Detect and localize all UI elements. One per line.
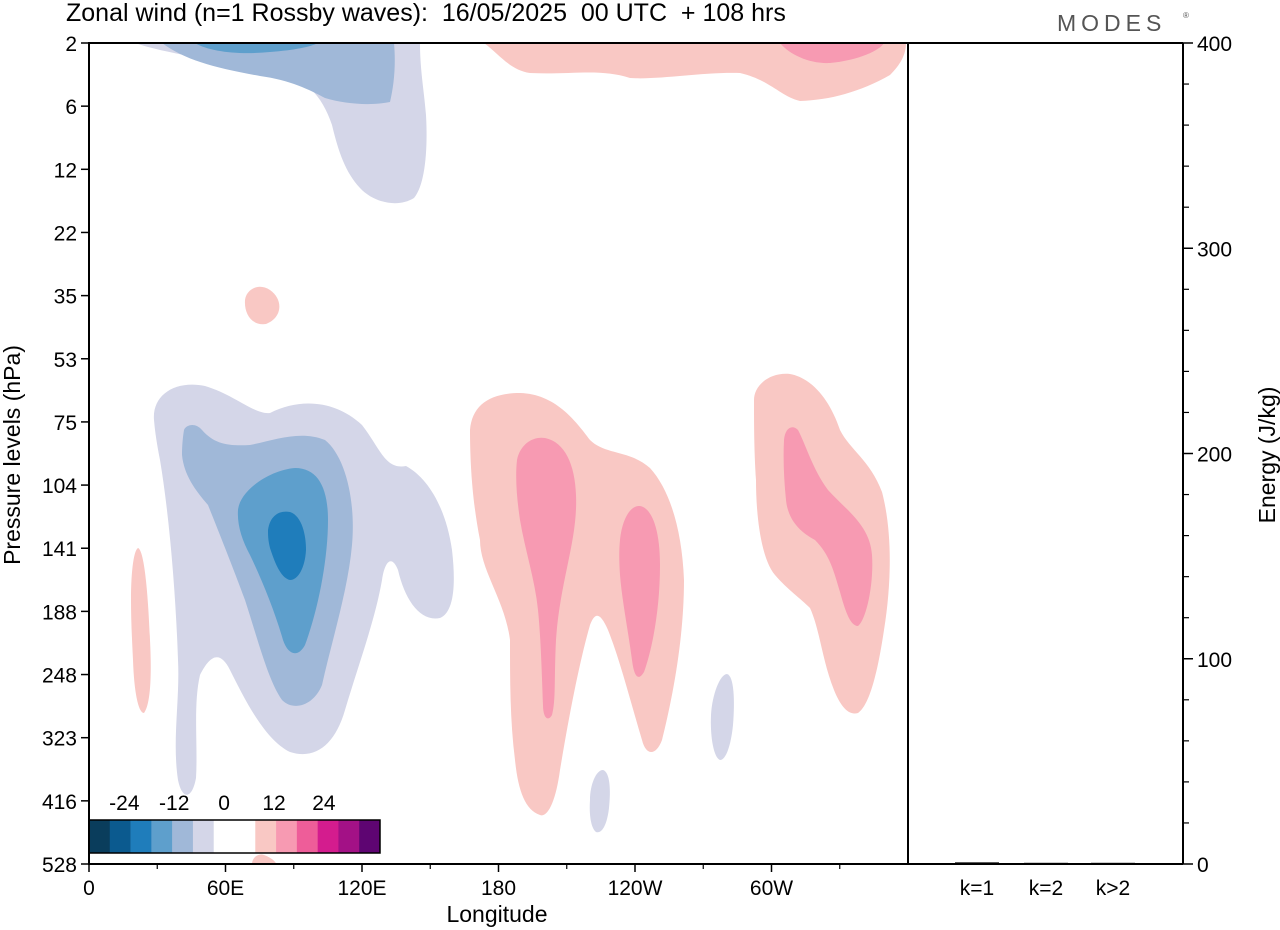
colorbar: -24 -12 0 12 24 — [88, 792, 381, 854]
colorbar-swatch — [192, 820, 215, 853]
energy-category-label: k=1 — [960, 877, 994, 900]
pressure-tick-label: 53 — [54, 349, 77, 372]
energy-tick-label: 100 — [1197, 649, 1232, 672]
longitude-tick-label: 120W — [608, 877, 663, 900]
colorbar-tick-label: 24 — [312, 792, 336, 815]
colorbar-swatch — [213, 820, 235, 853]
pressure-tick-label: 416 — [42, 791, 77, 814]
energy-bars: k=1 k=2 k>2 — [955, 862, 1135, 900]
y-axis-title: Pressure levels (hPa) — [0, 345, 25, 565]
contour-bottom-pos-sliver — [252, 854, 276, 864]
longitude-tick-label: 60E — [207, 877, 244, 900]
energy-category-label: k>2 — [1096, 877, 1130, 900]
pressure-tick-label: 35 — [54, 286, 77, 309]
contour-35hpa-blob — [244, 286, 280, 325]
energy-tick-label: 300 — [1197, 238, 1232, 261]
colorbar-swatch — [359, 820, 381, 853]
colorbar-swatch — [109, 820, 131, 853]
colorbar-tick-label: 0 — [218, 792, 230, 815]
contour-trop-neg-l4 — [268, 511, 306, 580]
energy-bar — [1091, 862, 1135, 864]
colorbar-swatch — [276, 820, 298, 853]
pressure-tick-label: 248 — [42, 665, 77, 688]
energy-tick-label: 400 — [1197, 33, 1232, 56]
contour-fills — [131, 43, 906, 864]
contour-low-neg-blob-1 — [589, 770, 610, 833]
longitude-tick-label: 0 — [83, 877, 95, 900]
energy-tick-label: 0 — [1197, 854, 1209, 877]
energy-bar — [955, 862, 999, 864]
energy-axis: 0 100 200 300 400 — [1183, 33, 1232, 877]
colorbar-swatch — [296, 820, 318, 853]
longitude-tick-label: 120E — [337, 877, 386, 900]
chart-title: Zonal wind (n=1 Rossby waves): 16/05/202… — [66, 0, 786, 27]
energy-tick-label: 200 — [1197, 444, 1232, 467]
colorbar-labels: -24 -12 0 12 24 — [109, 792, 336, 815]
pressure-tick-label: 528 — [42, 854, 77, 877]
colorbar-tick-label: 12 — [262, 792, 285, 815]
colorbar-swatch — [317, 820, 339, 853]
contour-low-neg-blob-2 — [710, 674, 734, 760]
colorbar-tick-label: -24 — [109, 792, 140, 815]
colorbar-tick-label: -12 — [159, 792, 189, 815]
colorbar-swatch — [89, 820, 111, 853]
brand-registered-mark: ® — [1183, 11, 1189, 20]
contour-lowest-pos-strip — [131, 548, 151, 713]
contour-upper-neg-l2 — [162, 43, 395, 105]
pressure-tick-label: 6 — [65, 96, 77, 119]
contour-upper-pos-l2 — [780, 43, 884, 64]
pressure-tick-label: 2 — [65, 33, 77, 56]
colorbar-swatch — [255, 820, 277, 853]
pressure-tick-label: 323 — [42, 728, 77, 751]
contour-trop-pos60w-l2 — [783, 427, 873, 626]
colorbar-swatch — [151, 820, 173, 853]
energy-bar — [1024, 862, 1068, 864]
pressure-tick-label: 75 — [54, 412, 77, 435]
longitude-tick-label: 60W — [750, 877, 793, 900]
colorbar-swatch — [130, 820, 152, 853]
energy-axis-title: Energy (J/kg) — [1254, 387, 1280, 524]
longitude-tick-label: 180 — [481, 877, 516, 900]
pressure-axis: 2 6 12 22 35 53 75 104 141 188 248 323 416 528 — [42, 33, 89, 877]
pressure-tick-label: 104 — [42, 475, 77, 498]
energy-category-label: k=2 — [1029, 877, 1063, 900]
colorbar-swatch — [338, 820, 360, 853]
colorbar-swatch — [172, 820, 194, 853]
longitude-axis: 0 60E 120E 180 120W 60W — [83, 864, 841, 900]
pressure-tick-label: 141 — [42, 538, 77, 561]
contour-trop-pos120w-l2 — [619, 505, 660, 677]
contour-trop-pos180-l2 — [516, 437, 577, 719]
x-axis-title: Longitude — [446, 901, 547, 927]
pressure-tick-label: 12 — [54, 159, 77, 182]
colorbar-swatches — [89, 820, 381, 853]
pressure-tick-label: 22 — [54, 222, 77, 245]
pressure-tick-label: 188 — [42, 601, 77, 624]
contour-upper-neg-l3 — [195, 43, 318, 54]
colorbar-swatch — [234, 820, 256, 853]
brand-logo: MODES — [1057, 10, 1167, 36]
